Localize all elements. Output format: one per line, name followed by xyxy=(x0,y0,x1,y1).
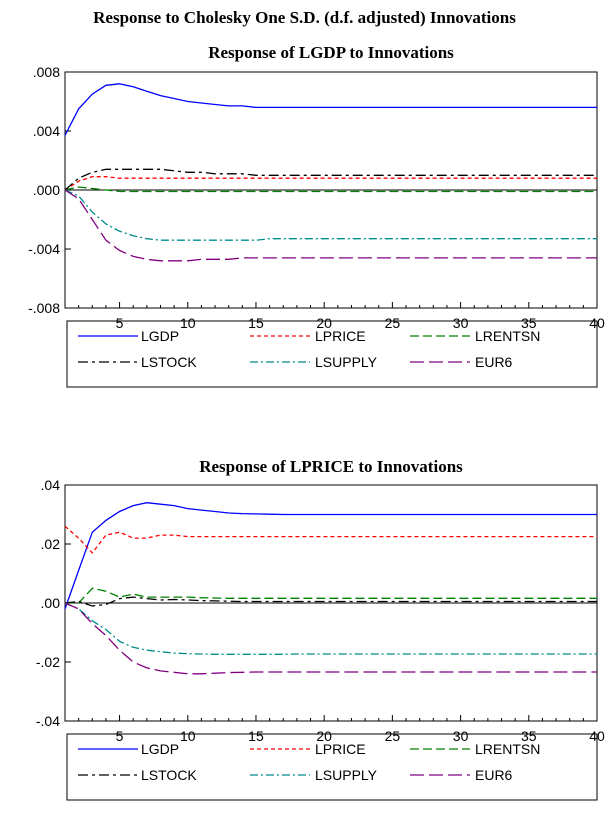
chart-2-legend-label: LRENTSN xyxy=(475,741,540,757)
chart-1-series-lrentsn xyxy=(64,186,597,193)
chart-1-y-tick-label: .000 xyxy=(33,182,60,198)
chart-2-legend-label: LSUPPLY xyxy=(315,767,378,783)
chart-1-x-tick-label: 35 xyxy=(521,315,537,331)
chart-2-y-tick-label: -.02 xyxy=(36,654,60,670)
chart-1-legend-box xyxy=(66,320,598,388)
chart-1-x-tick-label: 30 xyxy=(453,315,469,331)
chart-2-series-lrentsn xyxy=(65,587,597,604)
chart-1-legend-label: EUR6 xyxy=(475,354,513,370)
chart-2-series-lgdp xyxy=(64,502,597,610)
chart-2-x-tick-label: 35 xyxy=(521,728,537,744)
chart-2-series-eur6 xyxy=(64,602,597,675)
chart-2-x-tick-label: 15 xyxy=(248,728,264,744)
chart-1-series-lstock xyxy=(64,168,597,191)
chart-1-legend-label: LGDP xyxy=(141,328,179,344)
chart-2-y-tick-label: .04 xyxy=(41,477,61,493)
chart-1-y-tick-label: -.008 xyxy=(28,300,60,316)
chart-2-legend-label: EUR6 xyxy=(475,767,513,783)
chart-1-legend-label: LSTOCK xyxy=(141,354,197,370)
chart-2-x-tick-label: 10 xyxy=(180,728,196,744)
chart-1-x-tick-label: 5 xyxy=(116,315,124,331)
chart-2-series-lsupply xyxy=(64,602,597,655)
chart-1-x-tick-label: 25 xyxy=(385,315,401,331)
chart-2-x-tick-label: 20 xyxy=(316,728,332,744)
chart-2-legend-label: LPRICE xyxy=(315,741,366,757)
chart-2-series-lprice xyxy=(64,525,597,554)
chart-1-x-tick-label: 10 xyxy=(180,315,196,331)
chart-1-series-eur6 xyxy=(64,189,597,262)
chart-1-legend-label: LSUPPLY xyxy=(315,354,378,370)
chart-1-series-lprice xyxy=(64,176,597,191)
chart-2-y-tick-label: -.04 xyxy=(36,713,60,729)
chart-2-legend-label: LSTOCK xyxy=(141,767,197,783)
chart-1-y-tick-label: -.004 xyxy=(28,241,60,257)
chart-1-y-tick-label: .004 xyxy=(33,123,60,139)
chart-2-legend-label: LGDP xyxy=(141,741,179,757)
chart-1-x-tick-label: 15 xyxy=(248,315,264,331)
chart-1-series-lgdp xyxy=(64,83,597,136)
main-title: Response to Cholesky One S.D. (d.f. adju… xyxy=(93,8,516,27)
chart-2-y-tick-label: .00 xyxy=(41,595,61,611)
chart-1-title: Response of LGDP to Innovations xyxy=(208,43,454,62)
chart-1-y-tick-label: .008 xyxy=(33,64,60,80)
chart-1-series-lsupply xyxy=(64,189,597,241)
chart-2-x-tick-label: 30 xyxy=(453,728,469,744)
chart-1-legend-label: LPRICE xyxy=(315,328,366,344)
chart-1-legend-label: LRENTSN xyxy=(475,328,540,344)
chart-2-title: Response of LPRICE to Innovations xyxy=(199,457,463,476)
chart-2-x-tick-label: 5 xyxy=(116,728,124,744)
chart-2-x-tick-label: 25 xyxy=(385,728,401,744)
chart-1-x-tick-label: 20 xyxy=(316,315,332,331)
chart-2-legend-box xyxy=(66,733,598,801)
chart-2-y-tick-label: .02 xyxy=(41,536,61,552)
